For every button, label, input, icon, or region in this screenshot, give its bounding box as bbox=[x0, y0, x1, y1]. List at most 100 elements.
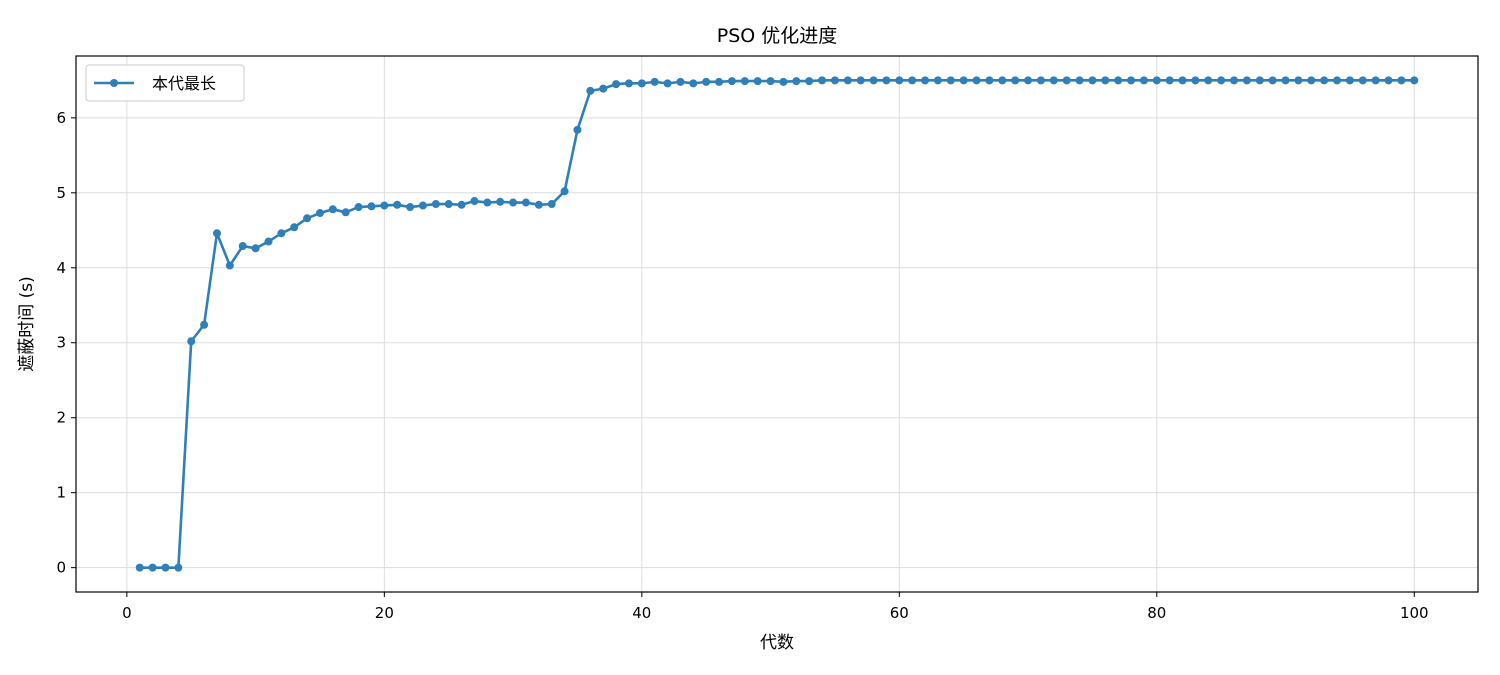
data-point bbox=[1320, 76, 1329, 85]
data-point bbox=[908, 76, 917, 85]
data-point bbox=[470, 197, 479, 206]
data-point bbox=[792, 77, 801, 86]
data-point bbox=[779, 77, 788, 86]
data-point bbox=[148, 563, 157, 572]
data-point bbox=[972, 76, 981, 85]
data-point bbox=[1011, 76, 1020, 85]
data-point bbox=[457, 200, 466, 209]
data-point bbox=[1049, 76, 1058, 85]
data-point bbox=[431, 200, 440, 209]
y-tick-label: 6 bbox=[56, 109, 66, 127]
data-point bbox=[1333, 76, 1342, 85]
data-point bbox=[1139, 76, 1148, 85]
data-point bbox=[715, 77, 724, 86]
data-point bbox=[1165, 76, 1174, 85]
data-point bbox=[341, 208, 350, 217]
data-point bbox=[624, 79, 633, 88]
data-point bbox=[985, 76, 994, 85]
data-point bbox=[1281, 76, 1290, 85]
data-point bbox=[1294, 76, 1303, 85]
data-point bbox=[380, 201, 389, 210]
data-point bbox=[586, 86, 595, 95]
data-point bbox=[187, 337, 196, 346]
data-point bbox=[882, 76, 891, 85]
x-tick-label: 40 bbox=[632, 604, 651, 622]
series-line bbox=[139, 79, 1415, 569]
data-point bbox=[998, 76, 1007, 85]
data-point bbox=[509, 198, 518, 207]
x-axis-ticks: 0 20 40 60 80 100 bbox=[122, 592, 1429, 622]
data-point bbox=[1410, 76, 1419, 85]
data-point bbox=[264, 237, 273, 246]
data-point bbox=[612, 80, 621, 89]
data-point bbox=[238, 242, 247, 251]
grid-lines bbox=[76, 56, 1478, 592]
y-tick-label: 2 bbox=[56, 409, 66, 427]
y-axis-ticks: 0 1 2 3 4 5 6 bbox=[56, 109, 76, 577]
data-point bbox=[560, 187, 569, 196]
data-point bbox=[1230, 76, 1239, 85]
data-point bbox=[496, 197, 505, 206]
y-tick-label: 1 bbox=[56, 484, 66, 502]
x-tick-label: 0 bbox=[122, 604, 132, 622]
data-point bbox=[1358, 76, 1367, 85]
data-point bbox=[303, 214, 312, 223]
y-tick-label: 5 bbox=[56, 184, 66, 202]
data-point bbox=[328, 205, 337, 214]
data-point bbox=[534, 200, 543, 209]
data-point bbox=[315, 209, 324, 218]
data-point bbox=[1101, 76, 1110, 85]
x-tick-label: 60 bbox=[890, 604, 909, 622]
data-point bbox=[277, 229, 286, 238]
data-point bbox=[418, 201, 427, 210]
data-point bbox=[1217, 76, 1226, 85]
data-point bbox=[959, 76, 968, 85]
data-point bbox=[174, 563, 183, 572]
data-point bbox=[1152, 76, 1161, 85]
data-point bbox=[689, 79, 698, 88]
legend-marker-swatch bbox=[110, 79, 118, 87]
data-point bbox=[663, 79, 672, 88]
data-point bbox=[753, 77, 762, 86]
data-point bbox=[869, 76, 878, 85]
data-point bbox=[1088, 76, 1097, 85]
data-point bbox=[367, 202, 376, 211]
data-point bbox=[1307, 76, 1316, 85]
data-point bbox=[599, 84, 608, 93]
data-point bbox=[1191, 76, 1200, 85]
data-point bbox=[135, 563, 144, 572]
data-point bbox=[547, 200, 556, 209]
data-point bbox=[1242, 76, 1251, 85]
data-point bbox=[1178, 76, 1187, 85]
data-point bbox=[895, 76, 904, 85]
data-point bbox=[1255, 76, 1264, 85]
x-tick-label: 20 bbox=[375, 604, 394, 622]
legend: 本代最长 bbox=[85, 64, 245, 102]
legend-label: 本代最长 bbox=[152, 74, 216, 93]
data-point bbox=[444, 200, 453, 209]
data-point bbox=[1036, 76, 1045, 85]
y-axis-title: 遮蔽时间 (s) bbox=[17, 276, 37, 372]
legend-box bbox=[85, 64, 245, 102]
data-point bbox=[573, 125, 582, 134]
data-point bbox=[1062, 76, 1071, 85]
data-point bbox=[830, 76, 839, 85]
x-tick-label: 80 bbox=[1147, 604, 1166, 622]
data-point bbox=[1127, 76, 1136, 85]
data-point bbox=[1384, 76, 1393, 85]
x-axis-title: 代数 bbox=[760, 633, 794, 653]
data-point bbox=[740, 77, 749, 86]
data-point bbox=[637, 79, 646, 88]
x-tick-label: 100 bbox=[1400, 604, 1429, 622]
data-point bbox=[354, 203, 363, 212]
data-point bbox=[856, 76, 865, 85]
data-point bbox=[946, 76, 955, 85]
data-point bbox=[676, 77, 685, 86]
data-point bbox=[843, 76, 852, 85]
data-point bbox=[1371, 76, 1380, 85]
data-point bbox=[290, 223, 299, 232]
data-point bbox=[818, 76, 827, 85]
data-point bbox=[521, 198, 530, 207]
